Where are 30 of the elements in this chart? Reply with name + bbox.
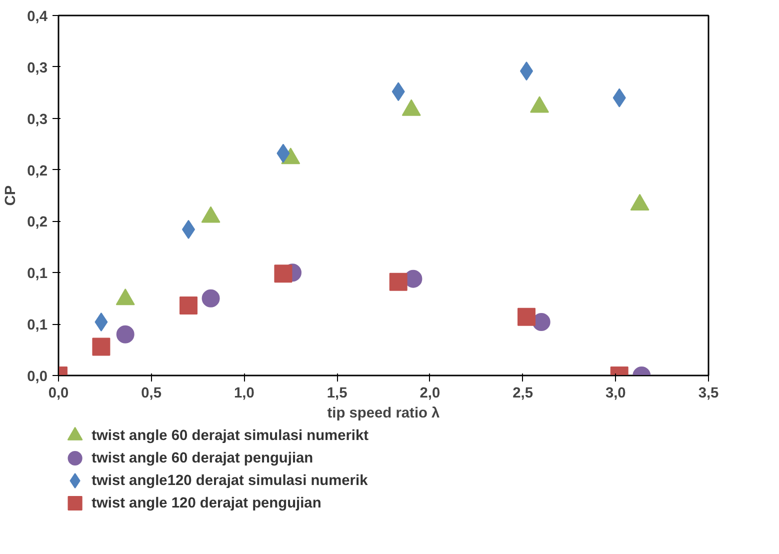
x-tick-label: 2,5 (512, 386, 533, 402)
point (518, 308, 536, 326)
y-tick-label: 0,4 (27, 9, 48, 25)
point (92, 338, 110, 356)
y-tick-label: 0,1 (27, 318, 48, 334)
y-tick-label: 0,3 (27, 112, 48, 128)
point (116, 325, 134, 344)
legend-label: twist angle 60 derajat pengujian (92, 450, 314, 466)
point (180, 296, 198, 315)
y-tick-label: 0,1 (27, 266, 48, 282)
legend-label: twist angle120 derajat simulasi numerik (92, 472, 369, 489)
point (389, 272, 408, 291)
y-axis-title: CP (3, 185, 20, 206)
point (202, 289, 220, 308)
y-tick-label: 0,2 (27, 163, 48, 180)
y-tick-label: 0,3 (27, 60, 48, 76)
point (274, 264, 292, 283)
x-tick-label: 2,0 (420, 386, 440, 402)
y-tick-label: 0,2 (27, 214, 48, 231)
x-axis-title: tip speed ratio λ (327, 406, 440, 422)
x-tick-label: 1,5 (326, 386, 348, 402)
legend-label: twist angle 60 derajat simulasi numerikt (92, 428, 369, 444)
point (532, 313, 550, 331)
legend-label: twist angle 120 derajat pengujian (92, 495, 322, 512)
x-tick-label: 3,5 (698, 386, 719, 402)
x-tick-label: 1,0 (234, 386, 254, 402)
x-tick-label: 3,0 (605, 386, 626, 402)
y-tick-label: 0,0 (27, 369, 48, 385)
x-tick-label: 0,5 (141, 386, 162, 402)
x-tick-label: 0,0 (48, 386, 69, 402)
